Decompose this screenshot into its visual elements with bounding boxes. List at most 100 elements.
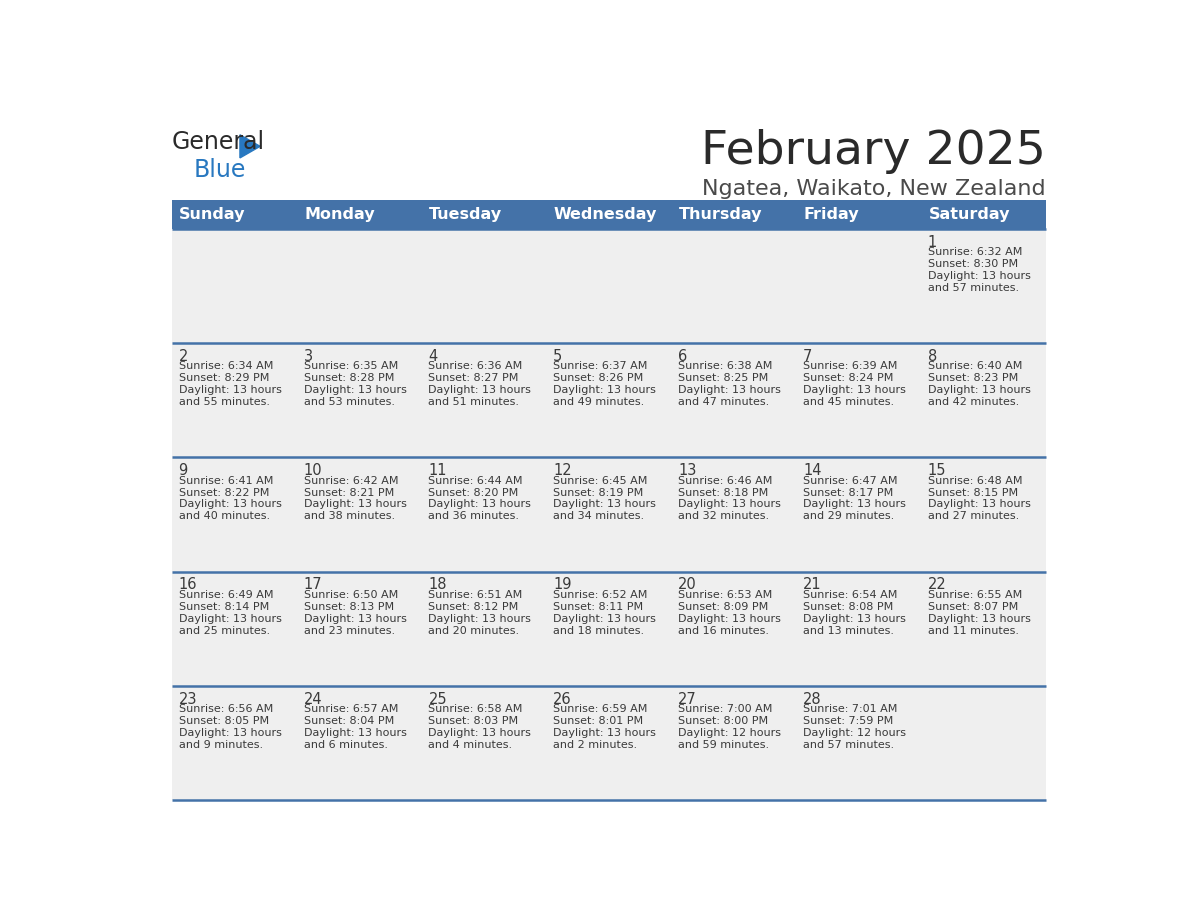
- Text: Sunset: 8:22 PM: Sunset: 8:22 PM: [178, 487, 268, 498]
- Text: 1: 1: [928, 234, 937, 250]
- Bar: [172, 200, 297, 229]
- Text: and 36 minutes.: and 36 minutes.: [429, 511, 519, 521]
- Bar: [796, 572, 921, 686]
- Bar: [921, 457, 1045, 572]
- Text: 8: 8: [928, 349, 937, 364]
- Text: 27: 27: [678, 691, 697, 707]
- Bar: [921, 686, 1045, 800]
- Text: Sunrise: 6:54 AM: Sunrise: 6:54 AM: [803, 590, 897, 599]
- Text: and 13 minutes.: and 13 minutes.: [803, 626, 895, 635]
- Text: Sunrise: 6:35 AM: Sunrise: 6:35 AM: [303, 362, 398, 371]
- Text: Sunrise: 6:48 AM: Sunrise: 6:48 AM: [928, 476, 1023, 486]
- Text: Monday: Monday: [304, 207, 374, 222]
- Text: Sunset: 8:24 PM: Sunset: 8:24 PM: [803, 374, 893, 383]
- Text: 23: 23: [178, 691, 197, 707]
- Text: Daylight: 13 hours: Daylight: 13 hours: [928, 386, 1031, 395]
- Text: Daylight: 13 hours: Daylight: 13 hours: [303, 614, 406, 623]
- Bar: [671, 229, 796, 343]
- Bar: [796, 229, 921, 343]
- Text: Sunset: 8:20 PM: Sunset: 8:20 PM: [429, 487, 519, 498]
- Text: Daylight: 13 hours: Daylight: 13 hours: [554, 499, 656, 509]
- Bar: [546, 572, 671, 686]
- Text: Sunset: 8:15 PM: Sunset: 8:15 PM: [928, 487, 1018, 498]
- Text: and 23 minutes.: and 23 minutes.: [303, 626, 394, 635]
- Text: Friday: Friday: [803, 207, 859, 222]
- Text: Sunset: 7:59 PM: Sunset: 7:59 PM: [803, 716, 893, 726]
- Bar: [422, 200, 546, 229]
- Text: and 18 minutes.: and 18 minutes.: [554, 626, 644, 635]
- Text: Tuesday: Tuesday: [429, 207, 503, 222]
- Text: Daylight: 13 hours: Daylight: 13 hours: [303, 386, 406, 395]
- Bar: [671, 343, 796, 457]
- Text: and 40 minutes.: and 40 minutes.: [178, 511, 270, 521]
- Bar: [172, 457, 297, 572]
- Text: Daylight: 13 hours: Daylight: 13 hours: [429, 614, 531, 623]
- Text: 14: 14: [803, 463, 822, 478]
- Bar: [671, 686, 796, 800]
- Text: Sunrise: 6:38 AM: Sunrise: 6:38 AM: [678, 362, 772, 371]
- Text: and 42 minutes.: and 42 minutes.: [928, 397, 1019, 407]
- Bar: [671, 572, 796, 686]
- Text: 26: 26: [554, 691, 571, 707]
- Text: Sunset: 8:30 PM: Sunset: 8:30 PM: [928, 259, 1018, 269]
- Text: Daylight: 12 hours: Daylight: 12 hours: [678, 728, 782, 738]
- Bar: [422, 343, 546, 457]
- Text: Sunrise: 6:36 AM: Sunrise: 6:36 AM: [429, 362, 523, 371]
- Text: Daylight: 13 hours: Daylight: 13 hours: [803, 499, 906, 509]
- Text: 20: 20: [678, 577, 697, 592]
- Text: Sunrise: 6:44 AM: Sunrise: 6:44 AM: [429, 476, 523, 486]
- Bar: [172, 686, 297, 800]
- Text: Sunday: Sunday: [179, 207, 246, 222]
- Text: Sunset: 8:25 PM: Sunset: 8:25 PM: [678, 374, 769, 383]
- Text: Sunset: 8:27 PM: Sunset: 8:27 PM: [429, 374, 519, 383]
- Text: Sunrise: 6:42 AM: Sunrise: 6:42 AM: [303, 476, 398, 486]
- Text: Sunrise: 6:39 AM: Sunrise: 6:39 AM: [803, 362, 897, 371]
- Bar: [297, 229, 422, 343]
- Text: Sunset: 8:28 PM: Sunset: 8:28 PM: [303, 374, 394, 383]
- Text: 2: 2: [178, 349, 188, 364]
- Text: Sunrise: 6:45 AM: Sunrise: 6:45 AM: [554, 476, 647, 486]
- Bar: [671, 457, 796, 572]
- Text: Sunset: 8:14 PM: Sunset: 8:14 PM: [178, 602, 268, 611]
- Text: and 16 minutes.: and 16 minutes.: [678, 626, 769, 635]
- Text: 24: 24: [303, 691, 322, 707]
- Text: and 57 minutes.: and 57 minutes.: [803, 740, 895, 750]
- Bar: [297, 200, 422, 229]
- Text: Sunset: 8:17 PM: Sunset: 8:17 PM: [803, 487, 893, 498]
- Bar: [546, 200, 671, 229]
- Text: Sunset: 8:09 PM: Sunset: 8:09 PM: [678, 602, 769, 611]
- Text: Sunrise: 6:55 AM: Sunrise: 6:55 AM: [928, 590, 1022, 599]
- Text: 5: 5: [554, 349, 563, 364]
- Text: Sunset: 8:04 PM: Sunset: 8:04 PM: [303, 716, 393, 726]
- Text: 28: 28: [803, 691, 822, 707]
- Text: and 53 minutes.: and 53 minutes.: [303, 397, 394, 407]
- Bar: [921, 200, 1045, 229]
- Text: Sunset: 8:29 PM: Sunset: 8:29 PM: [178, 374, 268, 383]
- Bar: [546, 457, 671, 572]
- Text: Sunset: 8:13 PM: Sunset: 8:13 PM: [303, 602, 393, 611]
- Text: Daylight: 13 hours: Daylight: 13 hours: [678, 499, 781, 509]
- Text: and 6 minutes.: and 6 minutes.: [303, 740, 387, 750]
- Bar: [297, 686, 422, 800]
- Text: Sunrise: 7:01 AM: Sunrise: 7:01 AM: [803, 704, 897, 714]
- Text: Daylight: 13 hours: Daylight: 13 hours: [928, 614, 1031, 623]
- Text: and 27 minutes.: and 27 minutes.: [928, 511, 1019, 521]
- Text: Daylight: 13 hours: Daylight: 13 hours: [303, 728, 406, 738]
- Text: and 59 minutes.: and 59 minutes.: [678, 740, 770, 750]
- Bar: [546, 343, 671, 457]
- Bar: [796, 200, 921, 229]
- Text: Sunset: 8:19 PM: Sunset: 8:19 PM: [554, 487, 644, 498]
- Text: Sunrise: 6:52 AM: Sunrise: 6:52 AM: [554, 590, 647, 599]
- Text: Daylight: 13 hours: Daylight: 13 hours: [178, 728, 282, 738]
- Text: and 25 minutes.: and 25 minutes.: [178, 626, 270, 635]
- Bar: [172, 572, 297, 686]
- Text: Sunset: 8:18 PM: Sunset: 8:18 PM: [678, 487, 769, 498]
- Text: Daylight: 13 hours: Daylight: 13 hours: [178, 386, 282, 395]
- Text: and 32 minutes.: and 32 minutes.: [678, 511, 770, 521]
- Bar: [921, 572, 1045, 686]
- Text: and 57 minutes.: and 57 minutes.: [928, 283, 1019, 293]
- Text: Sunset: 8:08 PM: Sunset: 8:08 PM: [803, 602, 893, 611]
- Text: Sunset: 8:05 PM: Sunset: 8:05 PM: [178, 716, 268, 726]
- Text: and 49 minutes.: and 49 minutes.: [554, 397, 645, 407]
- Text: 16: 16: [178, 577, 197, 592]
